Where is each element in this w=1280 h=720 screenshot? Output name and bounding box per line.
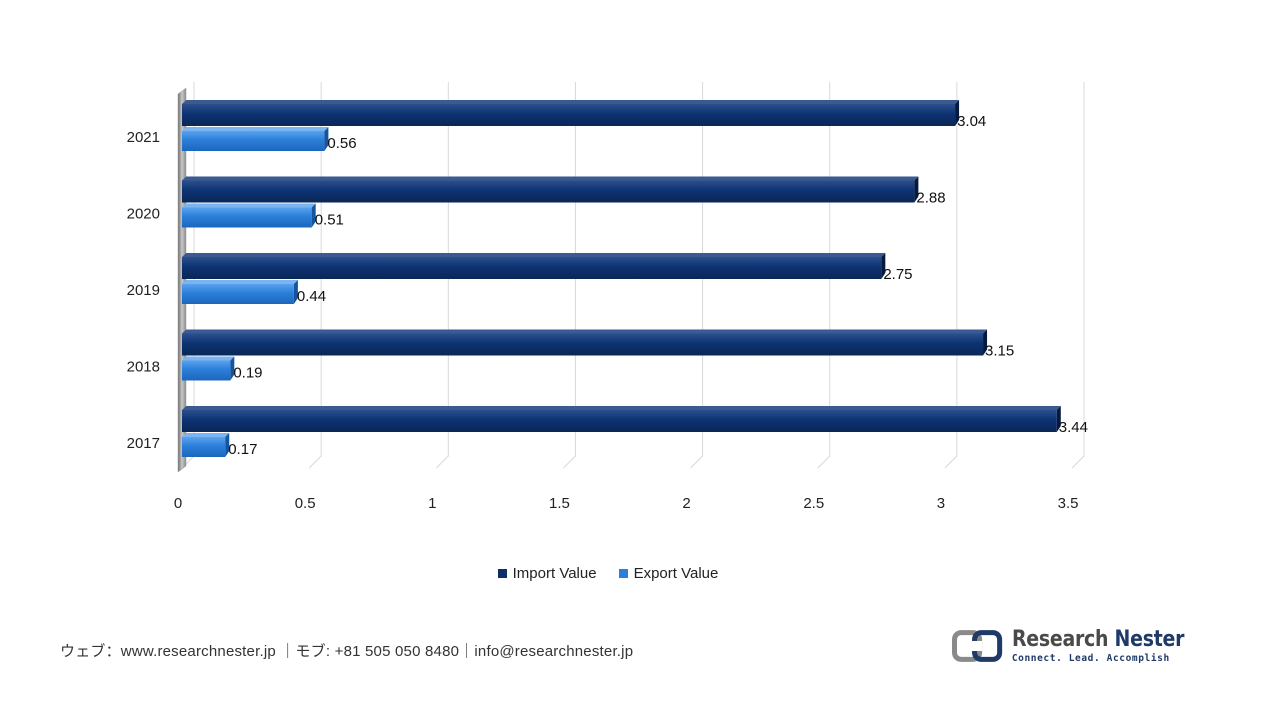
bar-export-side [311, 203, 316, 228]
company-logo: Research Nester Connect. Lead. Accomplis… [952, 624, 1212, 668]
gridline [308, 82, 322, 469]
x-tick-label: 3 [937, 495, 945, 512]
bar-import-top [182, 176, 919, 181]
bar-export [182, 131, 325, 151]
bar-import [182, 257, 882, 279]
contact-footer: ウェブ：www.researchnester.jp ｜モブ: +81 505 0… [60, 643, 634, 660]
x-tick-label: 2 [682, 495, 690, 512]
legend-item-import[interactable]: Import Value [497, 565, 597, 582]
data-label-import: 2.88 [916, 190, 945, 207]
legend-label-import: Import Value [512, 565, 597, 582]
bar-import [182, 180, 915, 203]
gridline [435, 82, 449, 469]
bar-export-top [182, 127, 329, 131]
category-label: 2019 [127, 282, 160, 299]
category-label: 2021 [127, 129, 160, 146]
bar-export [182, 207, 312, 228]
bar-import [182, 104, 956, 126]
data-label-import: 3.04 [957, 113, 986, 130]
logo-name-part2: Nester [1114, 626, 1184, 652]
bar-export-top [182, 356, 235, 361]
legend-label-export: Export Value [633, 565, 719, 582]
gridline [817, 82, 831, 469]
legend-item-export[interactable]: Export Value [618, 565, 719, 582]
x-tick-label: 1.5 [549, 495, 570, 512]
bar-export-side [230, 356, 235, 381]
legend-swatch-export [618, 569, 628, 578]
bar-export-side [324, 127, 329, 151]
bar-export-top [182, 203, 316, 208]
bars [182, 100, 1061, 457]
bar-import-top [182, 253, 886, 257]
bar-export [182, 360, 231, 381]
bar-import-side [914, 176, 919, 203]
gridlines [181, 82, 1085, 469]
data-label-import: 2.75 [883, 266, 912, 283]
x-tick-label: 0.5 [295, 495, 316, 512]
bar-import-side [881, 253, 886, 279]
bar-import-side [955, 100, 960, 126]
x-tick-label: 0 [174, 495, 182, 512]
bar-export-top [182, 433, 230, 437]
data-label-import: 3.44 [1059, 419, 1088, 436]
gridline [563, 82, 576, 469]
data-label-export: 0.19 [233, 365, 262, 382]
bar-export-side [293, 280, 298, 304]
legend: Import Value Export Value [0, 565, 1216, 582]
bar-export [182, 284, 294, 304]
logo-tagline: Connect. Lead. Accomplish [1011, 652, 1170, 664]
bar-import-side [983, 329, 988, 356]
bar-import-top [182, 329, 988, 334]
data-label-export: 0.51 [315, 212, 344, 229]
gridline [944, 82, 958, 469]
bar-import-top [182, 100, 960, 104]
category-label: 2018 [127, 359, 160, 376]
gridline [690, 82, 704, 469]
data-label-export: 0.44 [297, 288, 326, 305]
data-label-export: 0.56 [327, 135, 356, 152]
bar-export-top [182, 280, 298, 284]
data-label-export: 0.17 [228, 441, 257, 458]
logo-name-part1: Research [1011, 626, 1109, 652]
x-tick-label: 1 [428, 495, 436, 512]
bar-import-side [1056, 406, 1061, 432]
legend-swatch-import [497, 569, 507, 578]
logo-mark-icon [952, 630, 1003, 662]
data-label-import: 3.15 [985, 343, 1014, 360]
bar-export [182, 437, 226, 457]
bar-import [182, 333, 984, 356]
bar-import [182, 410, 1057, 432]
bar-export-side [225, 433, 230, 457]
category-label: 2017 [127, 435, 160, 452]
category-label: 2020 [127, 206, 160, 223]
bar-chart: 0 0.5 1 1.5 2 2.5 3 3.53.040.5620212.880.512020… [127, 82, 1088, 512]
bar-import-top [182, 406, 1061, 410]
x-tick-label: 3.5 [1058, 495, 1079, 512]
x-tick-label: 2.5 [803, 495, 824, 512]
labels: 0 0.5 1 1.5 2 2.5 3 3.53.040.5620212.880.512020… [127, 113, 1088, 512]
gridline [1071, 82, 1085, 469]
